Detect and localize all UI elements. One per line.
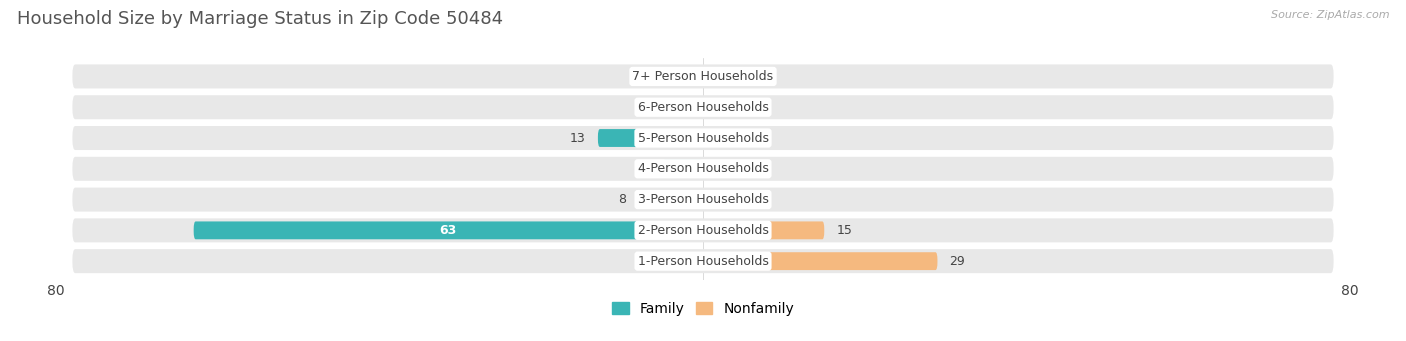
Text: 0: 0 — [716, 132, 723, 145]
Text: 5: 5 — [643, 162, 651, 175]
FancyBboxPatch shape — [638, 191, 703, 208]
FancyBboxPatch shape — [73, 188, 1333, 211]
Legend: Family, Nonfamily: Family, Nonfamily — [606, 296, 800, 322]
FancyBboxPatch shape — [703, 221, 824, 239]
Text: 0: 0 — [716, 193, 723, 206]
Text: 0: 0 — [716, 70, 723, 83]
Text: 0: 0 — [683, 101, 690, 114]
Text: 63: 63 — [440, 224, 457, 237]
Text: Household Size by Marriage Status in Zip Code 50484: Household Size by Marriage Status in Zip… — [17, 10, 503, 28]
FancyBboxPatch shape — [73, 95, 1333, 119]
FancyBboxPatch shape — [598, 129, 703, 147]
Text: 0: 0 — [716, 162, 723, 175]
Text: 13: 13 — [569, 132, 586, 145]
FancyBboxPatch shape — [73, 249, 1333, 273]
Text: 2-Person Households: 2-Person Households — [637, 224, 769, 237]
Text: 1-Person Households: 1-Person Households — [637, 255, 769, 268]
Text: 15: 15 — [837, 224, 852, 237]
FancyBboxPatch shape — [662, 160, 703, 178]
Text: 0: 0 — [683, 255, 690, 268]
Text: Source: ZipAtlas.com: Source: ZipAtlas.com — [1271, 10, 1389, 20]
FancyBboxPatch shape — [73, 64, 1333, 88]
FancyBboxPatch shape — [73, 126, 1333, 150]
Text: 29: 29 — [949, 255, 966, 268]
FancyBboxPatch shape — [703, 252, 938, 270]
Text: 6-Person Households: 6-Person Households — [637, 101, 769, 114]
Text: 3-Person Households: 3-Person Households — [637, 193, 769, 206]
Text: 8: 8 — [619, 193, 626, 206]
FancyBboxPatch shape — [194, 221, 703, 239]
Text: 0: 0 — [683, 70, 690, 83]
Text: 7+ Person Households: 7+ Person Households — [633, 70, 773, 83]
Text: 0: 0 — [716, 101, 723, 114]
FancyBboxPatch shape — [73, 157, 1333, 181]
Text: 5-Person Households: 5-Person Households — [637, 132, 769, 145]
FancyBboxPatch shape — [73, 218, 1333, 242]
Text: 4-Person Households: 4-Person Households — [637, 162, 769, 175]
